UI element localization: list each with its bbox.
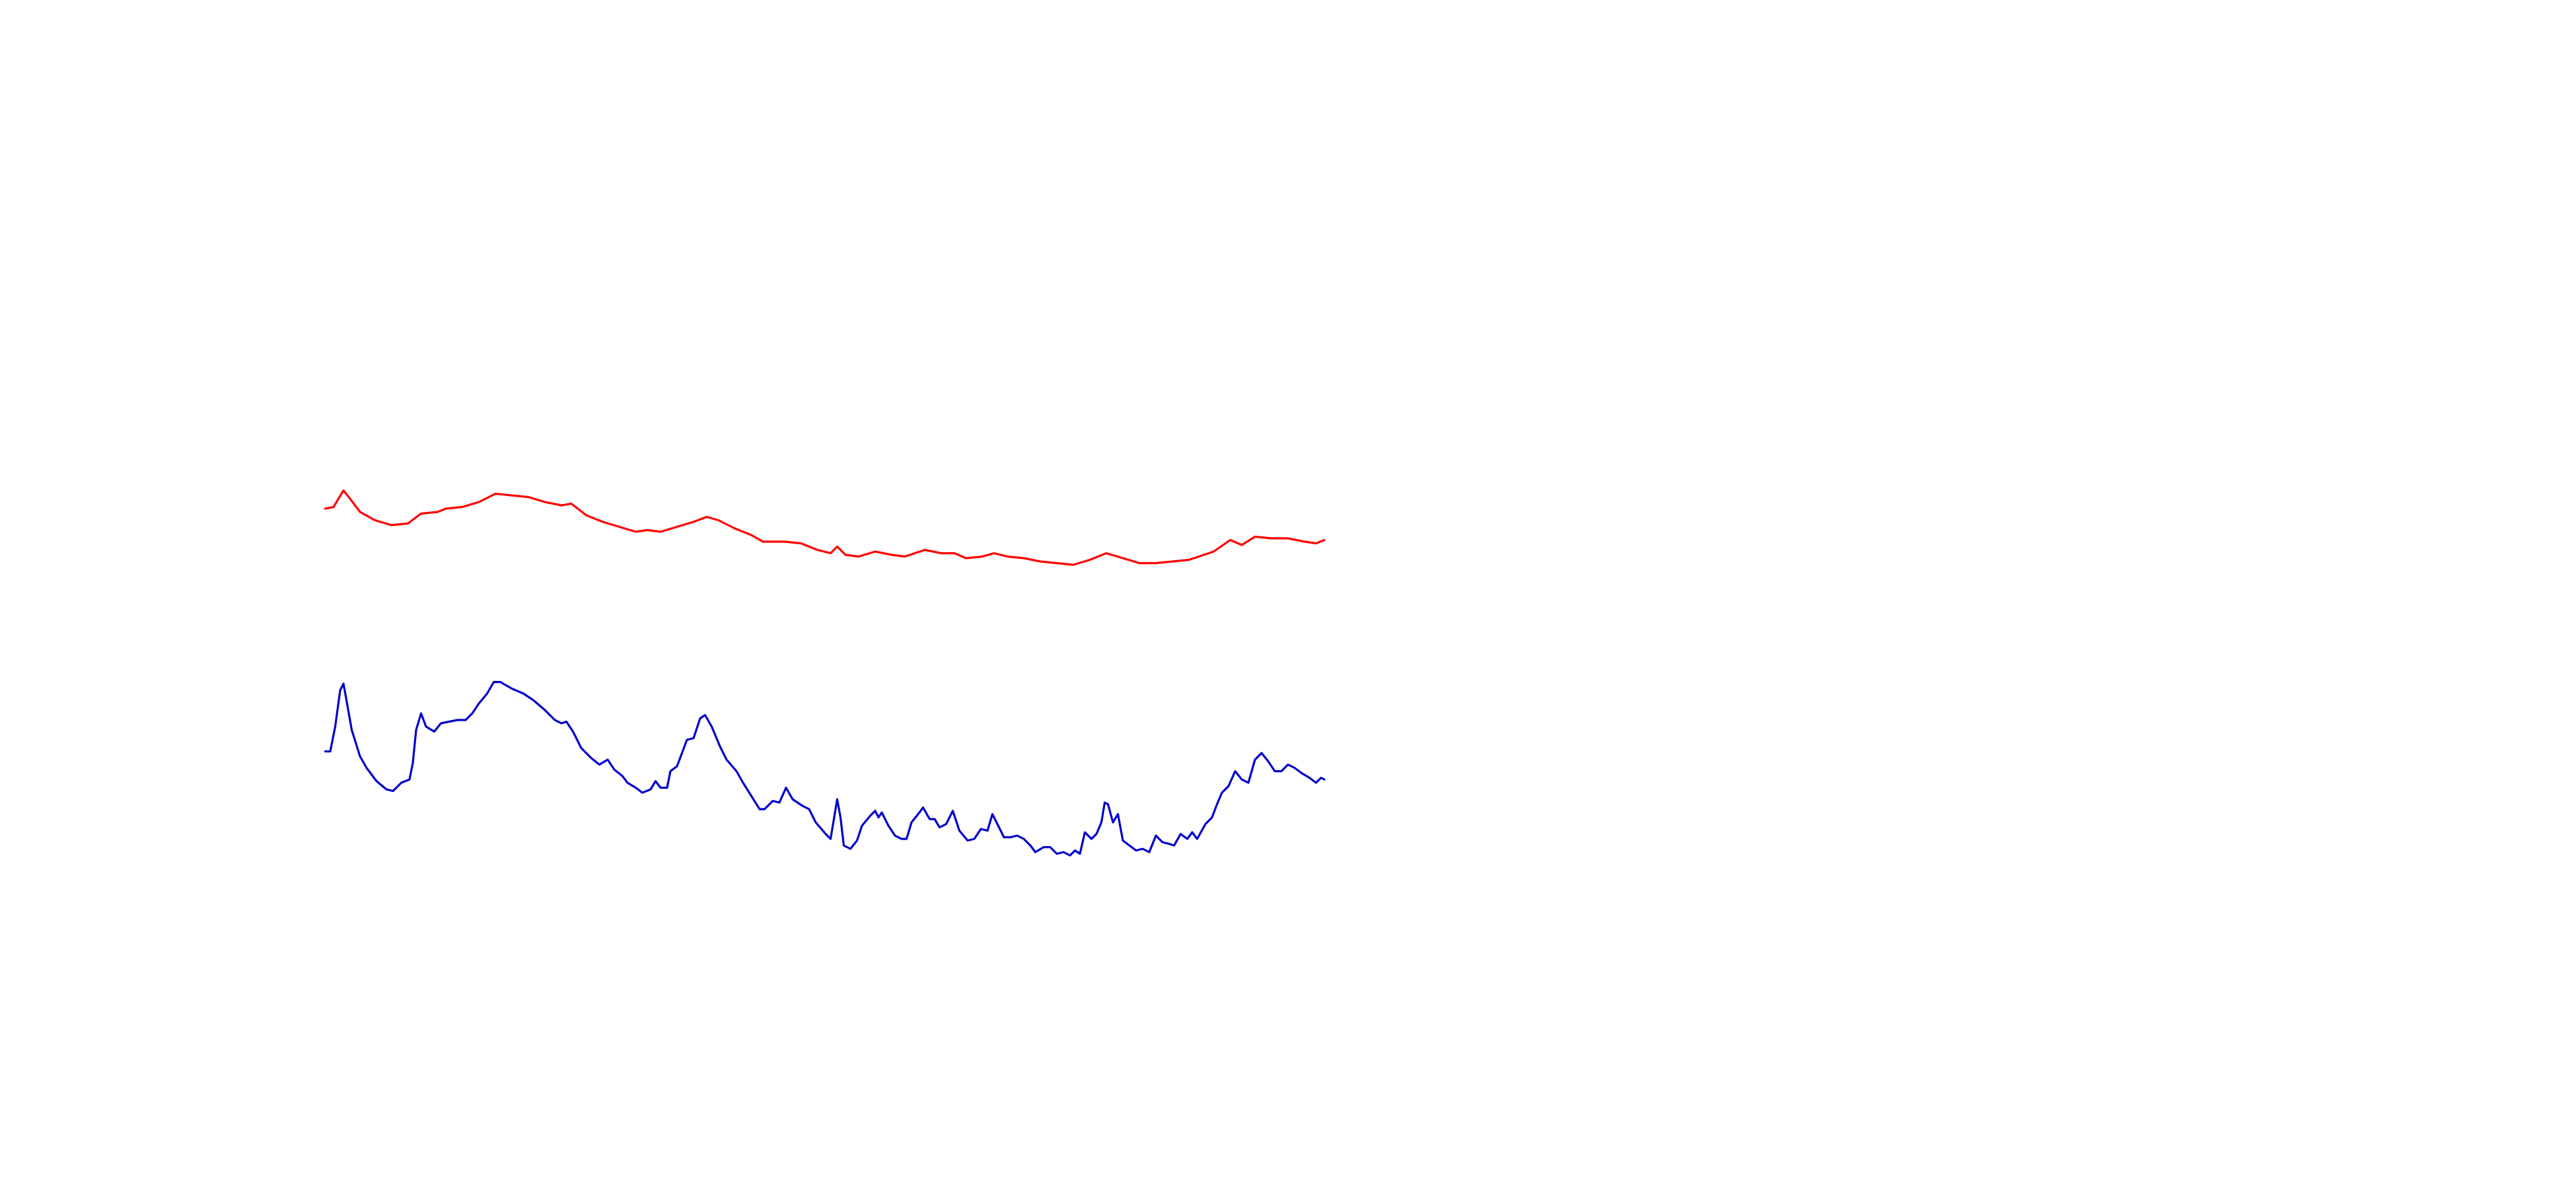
data-line	[324, 489, 1326, 566]
data-line	[324, 680, 1326, 857]
